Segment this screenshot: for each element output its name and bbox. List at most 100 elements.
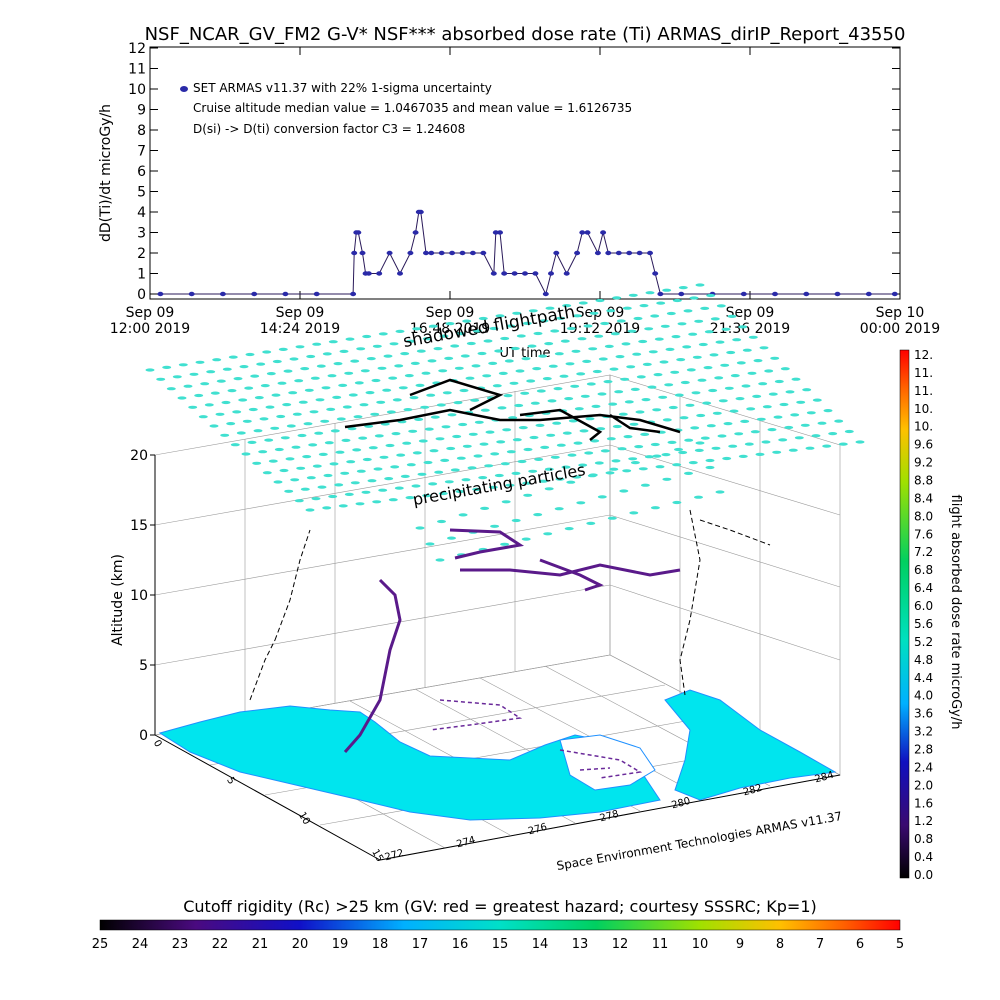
flight-track-top-shadow	[344, 378, 681, 441]
particle-marker	[586, 521, 596, 526]
rigidity-bar-tick-label: 17	[412, 937, 429, 952]
dose-colorbar-tick-label: 2.0	[914, 778, 933, 792]
particle-marker	[434, 470, 444, 474]
particle-marker	[635, 410, 645, 414]
top-data-point	[636, 250, 643, 256]
particle-marker	[612, 424, 622, 429]
particle-marker	[340, 471, 350, 475]
particle-marker	[427, 359, 437, 363]
particle-marker	[348, 393, 358, 397]
particle-marker	[729, 409, 739, 413]
particle-marker	[303, 422, 313, 426]
floor-x-tick-label: 274	[455, 835, 476, 851]
particle-marker	[252, 461, 262, 465]
top-y-tick-label: 2	[137, 246, 146, 262]
particle-marker	[654, 337, 664, 341]
particle-marker	[662, 418, 672, 422]
particle-marker	[279, 468, 289, 473]
floor-x-ticks: 272 274 276 278 280 282 284	[384, 770, 835, 864]
particle-marker	[334, 483, 344, 487]
top-data-point	[740, 291, 747, 297]
particle-marker	[794, 436, 804, 440]
particle-marker	[640, 483, 650, 487]
particle-marker	[539, 319, 549, 323]
particle-marker	[752, 394, 762, 398]
particle-marker	[456, 332, 466, 336]
altitude-tick-label: 15	[130, 518, 148, 534]
particle-marker	[328, 340, 338, 344]
particle-marker	[321, 386, 331, 390]
top-data-point	[865, 291, 872, 297]
particle-marker	[345, 337, 355, 341]
particle-marker	[483, 339, 493, 343]
particle-marker	[444, 356, 454, 360]
particle-marker	[232, 410, 242, 414]
top-data-point	[469, 250, 476, 256]
particle-marker	[735, 397, 745, 401]
particle-marker	[439, 334, 449, 338]
precipitating-particles-layer	[145, 283, 865, 562]
particle-marker	[415, 383, 425, 387]
particle-marker	[322, 352, 332, 356]
top-x-tick-label-time: 00:00 2019	[860, 321, 940, 337]
particle-marker	[262, 350, 272, 354]
top-series-line	[160, 211, 895, 296]
particle-marker	[556, 316, 566, 320]
particle-marker	[262, 471, 272, 475]
particle-marker	[385, 443, 395, 448]
particle-marker	[454, 366, 464, 370]
particle-marker	[455, 489, 465, 494]
particle-marker	[383, 354, 393, 358]
particle-marker	[436, 403, 446, 407]
particle-marker	[698, 342, 708, 347]
particle-marker	[742, 348, 752, 352]
particle-marker	[705, 458, 715, 463]
particle-marker	[314, 431, 324, 435]
particle-marker	[598, 357, 608, 361]
particle-marker	[590, 439, 600, 443]
particle-marker	[784, 425, 794, 430]
particle-marker	[406, 463, 416, 467]
particle-marker	[328, 494, 338, 499]
particle-marker	[247, 440, 257, 444]
top-data-point	[490, 271, 497, 276]
particle-marker	[604, 344, 614, 348]
particle-marker	[317, 485, 327, 489]
particle-marker	[309, 410, 319, 414]
particle-marker	[302, 455, 312, 459]
dose-colorbar-tick-label: 0.0	[914, 868, 933, 882]
particle-marker	[567, 453, 577, 457]
rigidity-bar: Cutoff rigidity (Rc) >25 km (GV: red = g…	[92, 897, 904, 952]
particle-marker	[461, 478, 471, 482]
floor-y-tick-label: 0	[151, 738, 164, 749]
particle-marker	[605, 471, 615, 475]
particle-marker	[554, 352, 564, 356]
particle-marker	[355, 502, 365, 506]
particle-marker	[758, 382, 768, 386]
particle-marker	[658, 395, 668, 399]
particle-marker	[517, 459, 527, 464]
particle-marker	[553, 387, 563, 391]
particle-marker	[694, 495, 703, 499]
top-data-point	[251, 291, 258, 297]
particle-marker	[336, 417, 346, 421]
particle-marker	[582, 359, 592, 363]
particle-marker	[198, 415, 208, 419]
particle-marker	[227, 389, 237, 393]
particle-marker	[497, 406, 507, 410]
dose-colorbar-gradient	[899, 349, 910, 879]
particle-marker	[629, 422, 639, 426]
particle-marker	[274, 447, 284, 452]
particle-marker	[272, 359, 282, 364]
particle-marker	[652, 454, 662, 458]
floor-y-axis-line	[154, 734, 381, 861]
particle-marker	[600, 321, 610, 326]
particle-marker	[266, 372, 276, 376]
particle-marker	[485, 430, 495, 434]
top-data-point	[605, 250, 612, 256]
rigidity-bar-tick-label: 20	[292, 937, 309, 952]
particle-marker	[258, 450, 268, 454]
particle-marker	[555, 477, 565, 481]
particle-marker	[156, 377, 166, 381]
